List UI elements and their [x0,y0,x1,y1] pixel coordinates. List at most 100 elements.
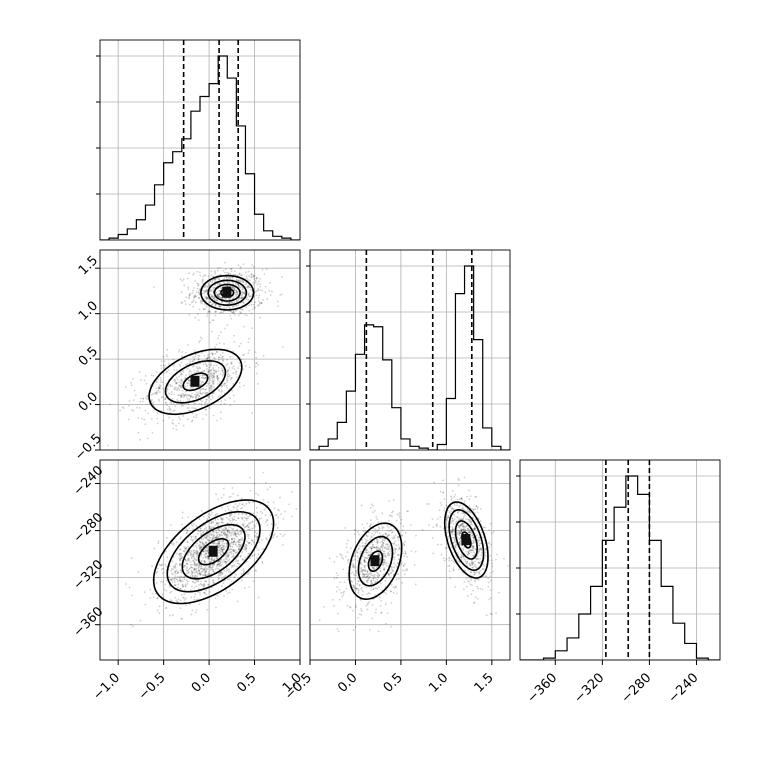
scatter-point [155,371,158,373]
scatter-point [262,354,265,357]
scatter-point [215,343,218,346]
scatter-point [477,552,480,554]
scatter-point [342,557,345,560]
scatter-point [367,554,370,557]
scatter-point [484,526,487,529]
scatter-point [244,543,247,546]
scatter-point [335,577,338,579]
scatter-point [473,601,476,604]
scatter-point [470,562,473,565]
scatter-point [207,584,210,586]
scatter-point [150,418,153,420]
scatter-point [193,549,195,552]
scatter-point [191,392,193,395]
scatter-point [210,522,213,525]
scatter-point [251,520,254,523]
scatter-point [367,602,369,605]
scatter-point [202,532,205,534]
scatter-point [222,540,225,543]
scatter-point [456,532,459,534]
scatter-point [175,599,178,602]
scatter-point [228,302,231,305]
scatter-point [268,533,271,536]
scatter-point [404,552,407,555]
scatter-point [218,565,221,568]
scatter-point [134,394,137,397]
scatter-point [226,348,229,350]
scatter-point [196,282,198,285]
scatter-point [230,268,233,270]
scatter-point [489,575,491,578]
scatter-point [164,564,167,566]
scatter-point [204,571,206,574]
scatter-point [353,528,356,531]
scatter-point [212,579,215,582]
scatter-point [204,388,207,391]
scatter-point [192,360,195,363]
scatter-point [198,308,201,311]
scatter-point [440,543,443,546]
scatter-point [364,529,367,532]
scatter-point [230,377,232,379]
scatter-point [248,349,251,352]
scatter-point [454,540,457,543]
scatter-point [203,544,205,546]
scatter-point [210,586,213,589]
scatter-point [237,548,240,551]
scatter-point [204,392,207,395]
scatter-point [359,545,361,547]
scatter-point [221,369,224,372]
scatter-point [202,371,205,373]
scatter-point [254,351,257,353]
scatter-point [461,523,463,526]
scatter-point [219,417,222,420]
scatter-point [240,516,243,519]
scatter-point [484,547,487,550]
scatter-point [210,527,212,530]
scatter-point [137,417,140,419]
x-tick-label-p1: 0.5 [234,670,259,695]
scatter-point [400,535,403,537]
scatter-point [205,556,207,558]
scatter-point [184,559,187,561]
scatter-point [240,274,242,277]
scatter-point [191,553,194,556]
scatter-point [219,547,222,550]
scatter-point [143,591,146,594]
scatter-point [230,538,233,540]
scatter-point [381,539,384,542]
scatter-point [236,600,239,603]
scatter-point [473,528,476,531]
scatter-point [190,523,193,526]
scatter-point [160,564,162,567]
scatter-point [185,363,188,366]
scatter-point [247,284,249,287]
scatter-point [221,546,224,549]
scatter-point [232,281,234,284]
scatter-point [355,587,358,590]
scatter-point [176,388,179,391]
scatter-point [176,580,179,583]
scatter-point [256,538,258,541]
scatter-point [235,295,237,298]
scatter-point [247,528,249,531]
scatter-point [209,539,212,542]
scatter-point [233,506,236,509]
scatter-point [194,295,197,297]
scatter-point [215,565,218,568]
scatter-point [193,568,196,571]
scatter-point [384,603,387,606]
scatter-point [385,556,387,559]
scatter-point [390,583,393,586]
scatter-point [251,554,254,557]
scatter-point [185,548,188,551]
scatter-point [217,377,220,380]
scatter-point [158,563,161,566]
scatter-point [471,549,474,551]
scatter-point [228,367,231,369]
scatter-point [231,287,234,290]
scatter-point [223,382,226,385]
scatter-point [336,586,339,588]
scatter-point [187,378,190,381]
scatter-point [188,394,191,397]
